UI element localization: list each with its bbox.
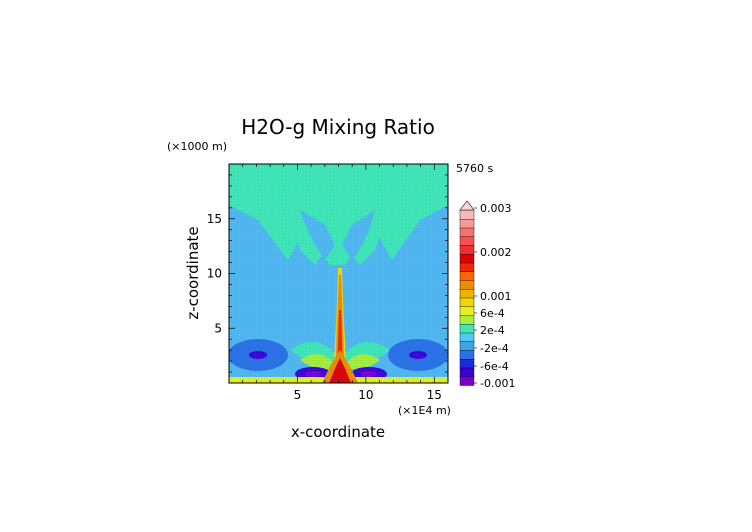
- colorbar-swatch: [459, 314, 475, 325]
- colorbar-extend-arrow: [459, 200, 475, 211]
- y-unit-label: (×1000 m): [167, 140, 227, 153]
- x-unit-label: (×1E4 m): [398, 404, 451, 417]
- colorbar-swatch: [459, 349, 475, 360]
- colorbar-swatch: [459, 367, 475, 377]
- colorbar-swatch: [459, 288, 475, 299]
- colorbar-swatch: [459, 227, 475, 237]
- colorbar-swatch: [459, 332, 475, 342]
- colorbar-swatch: [459, 253, 475, 264]
- colorbar-label: 0.003: [480, 202, 512, 215]
- x-axis-label: x-coordinate: [291, 423, 385, 441]
- colorbar-swatch: [459, 376, 475, 386]
- colorbar-swatch: [459, 358, 475, 369]
- y-tick-label: 15: [207, 212, 222, 226]
- colorbar-swatch: [459, 271, 475, 281]
- colorbar: 0.003 0.002 0.001 6e-4 2e-4 -2e-4 -6e-4 -0.001: [459, 200, 515, 390]
- plot-area: [229, 164, 448, 383]
- colorbar-swatch: [459, 218, 475, 229]
- colorbar-swatch: [459, 244, 475, 255]
- colorbar-swatch: [459, 279, 475, 290]
- colorbar-swatch: [459, 341, 475, 351]
- colorbar-label: -0.001: [480, 377, 515, 390]
- colorbar-swatch: [459, 306, 475, 316]
- colorbar-swatch: [459, 262, 475, 272]
- x-tick-label: 5: [294, 388, 302, 402]
- y-axis-label: z-coordinate: [184, 226, 202, 319]
- colorbar-swatch: [459, 323, 475, 334]
- axis-ticks: 5 10 15 5 10 15: [207, 164, 448, 402]
- colorbar-swatch: [459, 297, 475, 307]
- colorbar-label: 2e-4: [480, 324, 505, 337]
- colorbar-label: 0.001: [480, 290, 512, 303]
- colorbar-label: 0.002: [480, 246, 512, 259]
- colorbar-label: -6e-4: [480, 360, 509, 373]
- y-tick-label: 10: [207, 267, 222, 281]
- colorbar-label: 6e-4: [480, 307, 505, 320]
- colorbar-swatch: [459, 236, 475, 246]
- x-tick-label: 10: [358, 388, 373, 402]
- colorbar-label: -2e-4: [480, 342, 509, 355]
- x-tick-label: 15: [427, 388, 442, 402]
- time-label: 5760 s: [456, 162, 493, 175]
- colorbar-swatch: [459, 209, 475, 220]
- chart-title: H2O-g Mixing Ratio: [241, 115, 435, 139]
- y-tick-label: 5: [214, 321, 222, 335]
